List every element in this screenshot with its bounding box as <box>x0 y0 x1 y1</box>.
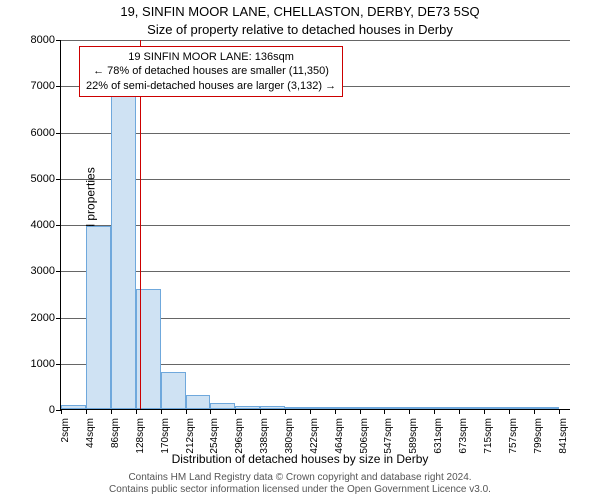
histogram-bar <box>86 226 111 409</box>
attribution-line2: Contains public sector information licen… <box>0 484 600 496</box>
histogram-bar <box>61 405 86 409</box>
x-tick-label: 86sqm <box>110 418 121 458</box>
y-tick-label: 0 <box>5 404 55 416</box>
x-tick-label: 547sqm <box>383 418 394 458</box>
histogram-bar <box>210 403 235 409</box>
x-tick-label: 841sqm <box>558 418 569 458</box>
x-tick-label: 254sqm <box>209 418 220 458</box>
x-tick-mark <box>434 409 435 414</box>
x-tick-label: 464sqm <box>334 418 345 458</box>
histogram-bar <box>310 407 335 409</box>
y-tick-mark <box>56 364 61 365</box>
histogram-bar <box>484 407 509 409</box>
x-tick-label: 506sqm <box>359 418 370 458</box>
y-tick-mark <box>56 225 61 226</box>
gridline <box>61 40 570 41</box>
attribution: Contains HM Land Registry data © Crown c… <box>0 472 600 496</box>
histogram-bar <box>235 406 260 409</box>
histogram-bar <box>136 289 161 409</box>
histogram-bar <box>285 407 310 409</box>
plot-area: 19 SINFIN MOOR LANE: 136sqm ← 78% of det… <box>60 40 570 410</box>
y-tick-label: 3000 <box>5 265 55 277</box>
y-tick-mark <box>56 179 61 180</box>
x-tick-mark <box>459 409 460 414</box>
x-tick-label: 799sqm <box>533 418 544 458</box>
x-tick-mark <box>260 409 261 414</box>
y-tick-mark <box>56 271 61 272</box>
y-tick-label: 5000 <box>5 173 55 185</box>
histogram-bar <box>409 407 434 409</box>
x-tick-mark <box>161 409 162 414</box>
histogram-bar <box>384 407 409 409</box>
y-tick-label: 1000 <box>5 358 55 370</box>
histogram-bar <box>459 407 484 409</box>
y-tick-mark <box>56 133 61 134</box>
histogram-bar <box>360 407 385 409</box>
x-tick-label: 380sqm <box>284 418 295 458</box>
histogram-bar <box>509 407 534 409</box>
x-tick-mark <box>136 409 137 414</box>
x-tick-mark <box>86 409 87 414</box>
x-tick-mark <box>210 409 211 414</box>
histogram-bar <box>186 395 211 409</box>
x-tick-label: 422sqm <box>309 418 320 458</box>
x-tick-mark <box>111 409 112 414</box>
x-tick-label: 170sqm <box>160 418 171 458</box>
info-line3: 22% of semi-detached houses are larger (… <box>86 79 336 93</box>
y-tick-mark <box>56 40 61 41</box>
x-tick-label: 589sqm <box>408 418 419 458</box>
y-tick-label: 2000 <box>5 312 55 324</box>
histogram-bar <box>434 407 459 409</box>
x-tick-label: 757sqm <box>508 418 519 458</box>
histogram-bar <box>161 372 186 409</box>
y-tick-label: 8000 <box>5 34 55 46</box>
histogram-bar <box>111 95 136 410</box>
x-tick-mark <box>310 409 311 414</box>
x-tick-mark <box>61 409 62 414</box>
x-tick-label: 212sqm <box>185 418 196 458</box>
gridline <box>61 271 570 272</box>
x-tick-mark <box>186 409 187 414</box>
x-tick-mark <box>509 409 510 414</box>
x-tick-mark <box>484 409 485 414</box>
x-tick-label: 296sqm <box>234 418 245 458</box>
info-line1: 19 SINFIN MOOR LANE: 136sqm <box>86 50 336 64</box>
gridline <box>61 133 570 134</box>
x-tick-mark <box>285 409 286 414</box>
y-tick-label: 6000 <box>5 127 55 139</box>
chart-title-line1: 19, SINFIN MOOR LANE, CHELLASTON, DERBY,… <box>0 4 600 19</box>
x-tick-label: 715sqm <box>483 418 494 458</box>
figure: 19, SINFIN MOOR LANE, CHELLASTON, DERBY,… <box>0 0 600 500</box>
histogram-bar <box>335 407 360 409</box>
info-line2: ← 78% of detached houses are smaller (11… <box>86 64 336 78</box>
y-tick-label: 7000 <box>5 80 55 92</box>
x-tick-label: 44sqm <box>85 418 96 458</box>
x-tick-mark <box>360 409 361 414</box>
x-tick-label: 2sqm <box>60 418 71 458</box>
x-tick-label: 673sqm <box>458 418 469 458</box>
histogram-bar <box>534 407 559 409</box>
x-tick-label: 338sqm <box>259 418 270 458</box>
x-tick-mark <box>335 409 336 414</box>
x-tick-mark <box>559 409 560 414</box>
x-tick-mark <box>534 409 535 414</box>
histogram-bar <box>260 406 285 409</box>
x-tick-mark <box>235 409 236 414</box>
gridline <box>61 179 570 180</box>
y-tick-label: 4000 <box>5 219 55 231</box>
x-tick-mark <box>409 409 410 414</box>
attribution-line1: Contains HM Land Registry data © Crown c… <box>0 472 600 484</box>
reference-info-box: 19 SINFIN MOOR LANE: 136sqm ← 78% of det… <box>79 46 343 97</box>
x-tick-mark <box>384 409 385 414</box>
y-tick-mark <box>56 86 61 87</box>
gridline <box>61 225 570 226</box>
chart-title-line2: Size of property relative to detached ho… <box>0 22 600 37</box>
x-tick-label: 128sqm <box>135 418 146 458</box>
x-tick-label: 631sqm <box>433 418 444 458</box>
y-tick-mark <box>56 318 61 319</box>
